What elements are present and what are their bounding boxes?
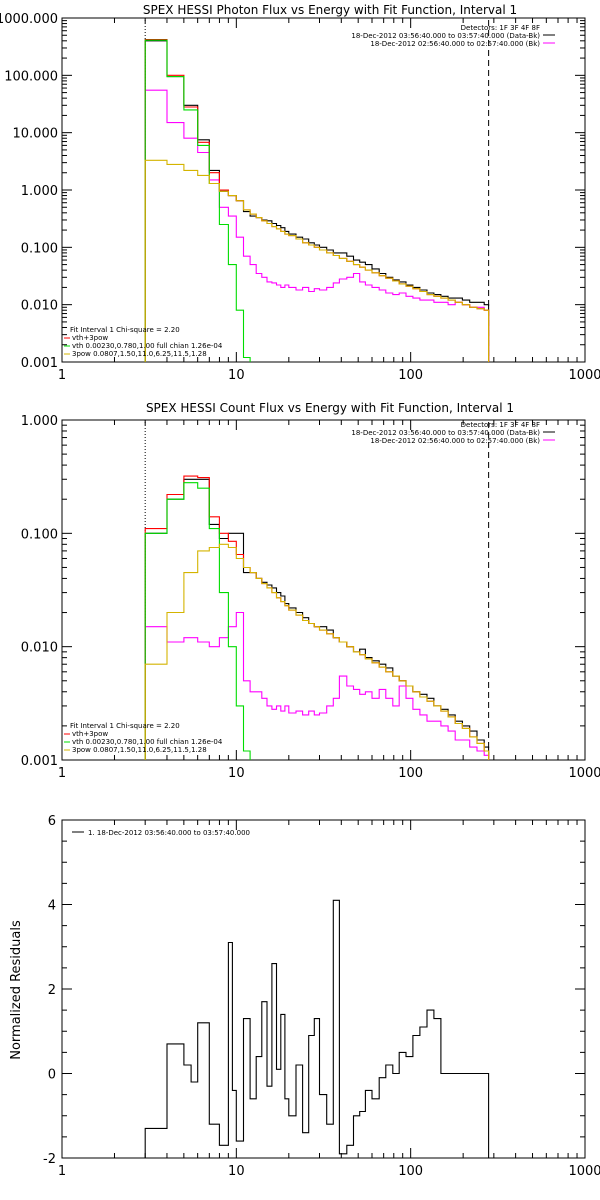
panel2-header-line-2: 18-Dec-2012 03:56:40.000 to 03:57:40.000… [351, 429, 540, 437]
y-tick-label: -2 [43, 1152, 56, 1167]
panel1-fit-info: Fit Interval 1 Chi-square = 2.20 vth+3po… [70, 326, 223, 358]
series-1-line [144, 89, 490, 362]
x-tick-label: 10 [228, 766, 245, 781]
plot-frame [61, 17, 586, 363]
y-tick-label: 2 [48, 983, 56, 998]
x-tick-label: 1000 [568, 368, 600, 383]
x-tick-label: 10 [228, 1164, 245, 1179]
panel3-legend-entry: 1. 18-Dec-2012 03:56:40.000 to 03:57:40.… [88, 829, 250, 837]
panel2-axes: 1 10 100 1000 0.001 0.010 0.100 1.000 [21, 414, 600, 781]
series-4-line [144, 543, 490, 760]
x-tick-label: 100 [398, 766, 423, 781]
x-tick-label: 1 [58, 1164, 66, 1179]
series-2-line [144, 39, 490, 362]
panel1-plot [64, 20, 555, 362]
panel1-fit-line-3: vth 0.00230,0.780,1.00 full chian 1.26e-… [72, 342, 223, 350]
series-0-line [144, 899, 490, 1158]
y-tick-label: 1.000 [21, 184, 58, 199]
panel2-header-line-3: 18-Dec-2012 02:56:40.000 to 02:57:40.000… [370, 437, 540, 445]
y-tick-label: 1000.000 [0, 12, 58, 27]
panel1-header-line-2: 18-Dec-2012 03:56:40.000 to 03:57:40.000… [351, 32, 540, 40]
x-tick-label: 100 [398, 368, 423, 383]
panel3-axes: 1 10 100 1000 -2 0 2 4 6 [43, 814, 600, 1179]
panel2-fit-line-2: vth+3pow [72, 730, 108, 738]
y-tick-label: 6 [48, 814, 56, 829]
series-2-line [144, 475, 490, 760]
panel1-axes: 1 10 100 1000 0.001 0.010 0.100 1.000 10.000 100.… [0, 12, 600, 383]
series-0-line [144, 40, 490, 362]
panel2-fit-info: Fit Interval 1 Chi-square = 2.20 vth+3po… [70, 722, 223, 754]
y-tick-label: 0.100 [21, 527, 58, 542]
y-tick-label: 1.000 [21, 414, 58, 429]
plot-frame [61, 419, 586, 761]
panel2-fit-line-4: 3pow 0.0807,1.50,11.0,6.25,11.5,1.28 [72, 746, 207, 754]
series-0-line [144, 478, 490, 760]
panel1-fit-line-4: 3pow 0.0807,1.50,11.0,6.25,11.5,1.28 [72, 350, 207, 358]
panel3-ylabel: Normalized Residuals [9, 920, 24, 1060]
y-tick-label: 0.001 [21, 754, 58, 769]
panel1-header: Detectors: 1F 3F 4F 8F 18-Dec-2012 03:56… [351, 24, 540, 48]
x-tick-label: 1000 [568, 1164, 600, 1179]
panel2-fit-line-3: vth 0.00230,0.780,1.00 full chian 1.26e-… [72, 738, 223, 746]
series-1-line [144, 611, 490, 760]
x-tick-label: 1000 [568, 766, 600, 781]
panel2-header: Detectors: 1F 3F 4F 8F 18-Dec-2012 03:56… [351, 421, 540, 445]
plot-frame [61, 819, 586, 1159]
y-tick-label: 10.000 [13, 127, 59, 142]
panel1-fit-line-2: vth+3pow [72, 334, 108, 342]
panel2-plot [64, 422, 555, 760]
panel2-title: SPEX HESSI Count Flux vs Energy with Fit… [146, 401, 514, 415]
y-tick-label: 0.010 [21, 641, 58, 656]
count-flux-panel: SPEX HESSI Count Flux vs Energy with Fit… [21, 401, 600, 781]
panel1-fit-line-1: Fit Interval 1 Chi-square = 2.20 [70, 326, 180, 334]
panel2-fit-line-1: Fit Interval 1 Chi-square = 2.20 [70, 722, 180, 730]
series-3-line [144, 482, 251, 760]
residuals-panel: 1 10 100 1000 -2 0 2 4 6 Normalized Residuals 1.… [9, 814, 600, 1179]
x-tick-label: 100 [398, 1164, 423, 1179]
panel1-header-line-3: 18-Dec-2012 02:56:40.000 to 02:57:40.000… [370, 40, 540, 48]
panel1-header-line-1: Detectors: 1F 3F 4F 8F [461, 24, 540, 32]
y-tick-label: 100.000 [4, 69, 58, 84]
y-tick-label: 4 [48, 899, 56, 914]
x-tick-label: 1 [58, 766, 66, 781]
series-4-line [144, 159, 490, 362]
panel1-title: SPEX HESSI Photon Flux vs Energy with Fi… [143, 3, 517, 17]
y-tick-label: 0 [48, 1068, 56, 1083]
panel2-header-line-1: Detectors: 1F 3F 4F 8F [461, 421, 540, 429]
y-tick-label: 0.001 [21, 356, 58, 371]
y-tick-label: 0.100 [21, 241, 58, 256]
photon-flux-panel: SPEX HESSI Photon Flux vs Energy with Fi… [0, 3, 600, 383]
x-tick-label: 10 [228, 368, 245, 383]
y-tick-label: 0.010 [21, 299, 58, 314]
panel3-plot [144, 899, 490, 1158]
series-3-line [144, 39, 251, 362]
x-tick-label: 1 [58, 368, 66, 383]
